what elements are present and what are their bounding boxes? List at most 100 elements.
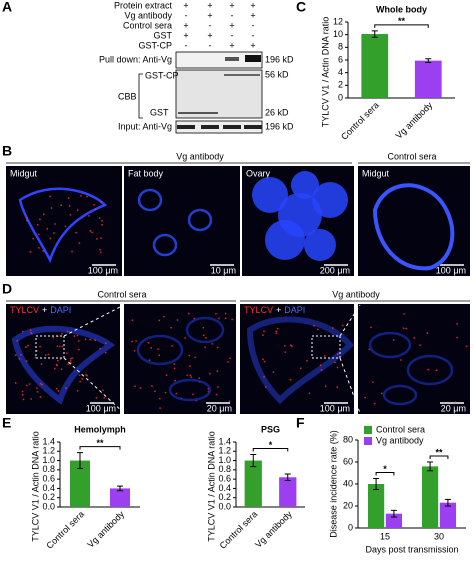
signal: [78, 242, 81, 245]
signal: [323, 355, 326, 357]
signal: [170, 326, 172, 329]
signal: [46, 227, 49, 230]
x-tick-label: Vg antibody: [394, 100, 435, 141]
signal: [79, 380, 82, 383]
sign: -: [185, 40, 188, 50]
error-bar: [250, 454, 257, 468]
signal: [98, 217, 101, 219]
sign: +: [250, 10, 255, 20]
y-tick-label: 8: [338, 42, 343, 52]
signal: [405, 327, 408, 330]
signal: [14, 382, 17, 384]
signal: [67, 197, 70, 200]
signal: [272, 371, 275, 374]
sign: -: [231, 30, 234, 40]
signal: [209, 372, 211, 375]
signal: [47, 353, 50, 356]
y-tick-label: 1.4: [42, 436, 55, 446]
tissue: [11, 325, 116, 405]
signal: [227, 360, 229, 363]
stain-part: +: [42, 305, 47, 315]
tissue: [168, 378, 212, 402]
error-bar: [425, 58, 432, 64]
y-tick-label: 1.2: [218, 446, 231, 456]
signal: [174, 379, 176, 382]
signal: [215, 393, 218, 396]
oocyte: [312, 182, 348, 218]
img-label: Ovary: [246, 168, 271, 178]
error-bar: [371, 30, 378, 38]
signal: [373, 402, 376, 405]
sign: -: [231, 10, 234, 20]
signal: [102, 389, 104, 392]
signal: [103, 396, 106, 399]
band: [244, 125, 262, 129]
y-tick-label: 0: [348, 522, 353, 532]
signal: [21, 390, 24, 393]
sig-label: **: [398, 16, 406, 26]
scale-label: 20 μm: [207, 403, 232, 413]
bar: [110, 488, 130, 507]
signal: [275, 332, 278, 335]
signal: [158, 319, 161, 322]
signal: [331, 327, 334, 329]
signal: [131, 319, 134, 322]
sign: +: [207, 30, 212, 40]
signal: [39, 396, 42, 398]
signal: [202, 326, 205, 329]
signal: [211, 342, 214, 345]
kd-label: 26 kD: [265, 107, 289, 117]
signal: [194, 356, 196, 359]
y-tick-label: 6: [338, 54, 343, 64]
signal: [73, 335, 76, 337]
signal: [186, 374, 189, 377]
signal: [154, 390, 156, 393]
signal: [131, 340, 133, 343]
blot-label: GST: [150, 107, 169, 117]
sign: +: [207, 0, 212, 10]
signal: [35, 387, 38, 390]
signal: [228, 400, 231, 403]
signal: [419, 344, 421, 347]
row-label: GST: [153, 30, 172, 40]
error-bar: [284, 473, 291, 482]
tissue: [187, 208, 213, 232]
y-tick-label: 0.4: [42, 483, 55, 493]
signal: [61, 332, 63, 335]
signal: [80, 195, 82, 197]
zoom-line: [339, 304, 361, 337]
signal: [336, 386, 339, 388]
signal: [27, 344, 29, 347]
y-tick-label: 20: [343, 500, 353, 510]
signal: [28, 383, 31, 385]
y-tick-label: 12: [333, 16, 343, 26]
signal: [25, 384, 28, 387]
band: [178, 112, 218, 114]
signal: [202, 334, 205, 337]
signal: [380, 392, 383, 395]
sig-bracket: [375, 472, 395, 476]
signal: [64, 225, 67, 228]
signal: [263, 330, 265, 333]
signal: [16, 339, 19, 342]
signal: [21, 393, 24, 396]
oocyte: [252, 177, 288, 213]
signal: [306, 359, 308, 362]
signal: [133, 349, 136, 352]
signal: [49, 195, 51, 198]
signal: [86, 195, 88, 198]
sign: +: [250, 0, 255, 10]
y-tick-label: 40: [343, 478, 353, 488]
signal: [55, 363, 58, 366]
signal: [76, 334, 79, 337]
error-bar: [373, 478, 380, 490]
signal: [20, 353, 22, 356]
kd-label: 196 kD: [265, 121, 294, 131]
signal: [89, 230, 92, 232]
signal: [75, 231, 78, 234]
bar: [439, 502, 457, 528]
tissue: [18, 187, 108, 264]
bar: [385, 513, 403, 528]
signal: [93, 203, 96, 206]
